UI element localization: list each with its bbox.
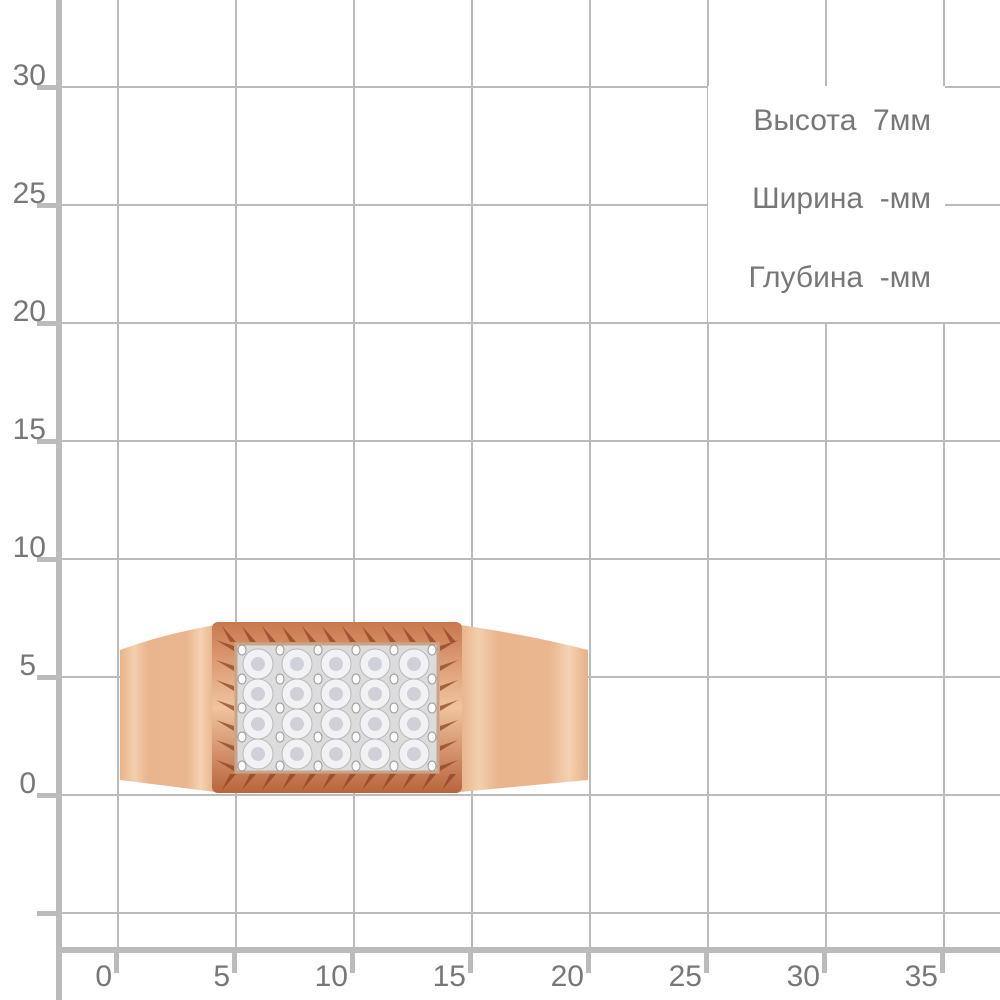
y-tick xyxy=(37,321,57,326)
y-axis-label: 15 xyxy=(13,413,46,446)
x-axis-label: 0 xyxy=(95,960,112,993)
x-tick xyxy=(822,953,827,973)
depth-dimension: Глубина -мм xyxy=(748,261,931,294)
y-tick xyxy=(37,675,57,680)
height-dimension: Высота 7мм xyxy=(753,104,931,137)
x-axis-label: 25 xyxy=(669,960,702,993)
y-axis-label: 25 xyxy=(13,177,46,210)
x-tick xyxy=(114,953,119,973)
width-dimension: Ширина -мм xyxy=(752,182,931,215)
y-axis-label: 5 xyxy=(19,649,36,682)
y-tick xyxy=(37,439,57,444)
x-tick xyxy=(350,953,355,973)
ring-image xyxy=(120,622,588,793)
x-tick xyxy=(940,953,945,973)
y-tick xyxy=(37,557,57,562)
x-axis-label: 35 xyxy=(905,960,938,993)
y-tick xyxy=(37,793,57,798)
x-tick xyxy=(586,953,591,973)
x-axis-label: 5 xyxy=(213,960,230,993)
x-tick xyxy=(232,953,237,973)
x-axis xyxy=(56,947,1000,953)
x-axis-label: 15 xyxy=(433,960,466,993)
y-axis-label: 10 xyxy=(13,531,46,564)
y-axis-label: 20 xyxy=(13,295,46,328)
x-axis-label: 10 xyxy=(315,960,348,993)
axes xyxy=(37,0,1000,1000)
y-tick xyxy=(37,911,57,916)
y-axis xyxy=(56,0,62,1000)
x-axis-label: 20 xyxy=(551,960,584,993)
y-tick xyxy=(37,203,57,208)
dimensions-panel: Высота 7мм Ширина -мм Глубина -мм xyxy=(708,86,945,322)
y-axis-label: 0 xyxy=(19,767,36,800)
y-axis-label: 30 xyxy=(13,59,46,92)
x-tick xyxy=(704,953,709,973)
x-axis-label: 30 xyxy=(787,960,820,993)
y-tick xyxy=(37,85,57,90)
x-tick xyxy=(468,953,473,973)
